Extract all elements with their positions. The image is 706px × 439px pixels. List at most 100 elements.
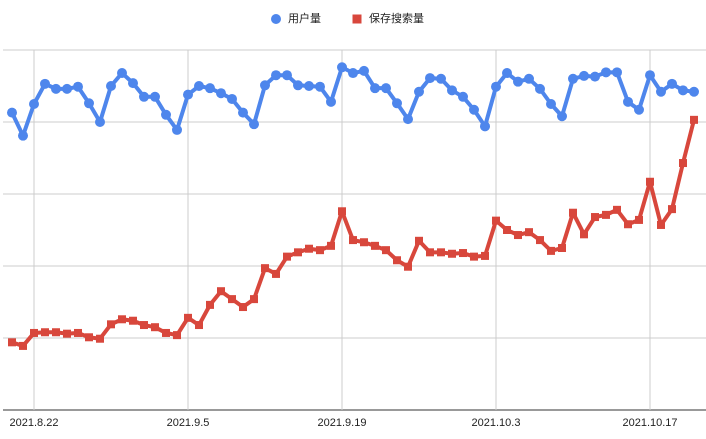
- legend-marker: [352, 14, 362, 24]
- point: [480, 121, 490, 132]
- point: [216, 88, 226, 99]
- point: [194, 81, 204, 91]
- point: [601, 67, 611, 78]
- point: [524, 73, 534, 84]
- point: [613, 205, 621, 214]
- legend-marker: [271, 14, 281, 24]
- point: [217, 287, 225, 296]
- point: [294, 248, 302, 257]
- point: [140, 321, 148, 330]
- point: [173, 331, 181, 340]
- point: [326, 96, 336, 107]
- point: [62, 83, 72, 94]
- point: [183, 89, 193, 100]
- point: [624, 220, 632, 229]
- point: [18, 130, 28, 141]
- point: [393, 256, 401, 265]
- point: [689, 86, 699, 97]
- point: [84, 98, 94, 109]
- point: [349, 236, 357, 245]
- point: [228, 295, 236, 304]
- point: [40, 78, 50, 89]
- point: [282, 70, 292, 81]
- point: [117, 68, 127, 79]
- point: [547, 246, 555, 255]
- point: [337, 62, 347, 73]
- point: [73, 81, 83, 92]
- point: [51, 83, 61, 94]
- point: [403, 114, 413, 125]
- point: [29, 99, 39, 109]
- point: [382, 246, 390, 255]
- point: [458, 91, 468, 102]
- point: [612, 67, 622, 78]
- point: [293, 80, 303, 91]
- point: [129, 316, 137, 325]
- point: [679, 159, 687, 168]
- point: [85, 333, 93, 342]
- point: [206, 300, 214, 309]
- point: [491, 81, 501, 92]
- point: [315, 81, 325, 92]
- point: [579, 70, 589, 81]
- point: [360, 238, 368, 247]
- point: [568, 73, 578, 84]
- point: [634, 104, 644, 115]
- point: [591, 213, 599, 222]
- point: [261, 264, 269, 273]
- point: [667, 78, 677, 89]
- point: [404, 262, 412, 271]
- point: [128, 78, 138, 89]
- point: [52, 328, 60, 337]
- point: [602, 210, 610, 219]
- point: [437, 248, 445, 257]
- point: [260, 80, 270, 91]
- point: [139, 91, 149, 102]
- x-tick-label: 2021.8.22: [10, 417, 59, 429]
- point: [668, 205, 676, 214]
- point: [580, 230, 588, 239]
- point: [238, 107, 248, 118]
- point: [459, 249, 467, 258]
- series-line: [11, 119, 696, 348]
- point: [7, 107, 17, 118]
- point: [118, 315, 126, 324]
- point: [646, 177, 654, 186]
- point: [425, 73, 435, 84]
- point: [272, 269, 280, 278]
- point: [502, 68, 512, 79]
- point: [150, 91, 160, 102]
- point: [172, 124, 182, 135]
- x-tick-label: 2021.9.5: [167, 417, 210, 429]
- point: [414, 86, 424, 97]
- point: [30, 328, 38, 337]
- point: [184, 313, 192, 322]
- point: [381, 83, 391, 94]
- point: [392, 98, 402, 109]
- point: [151, 323, 159, 332]
- point: [195, 321, 203, 330]
- point: [690, 115, 698, 124]
- point: [74, 328, 82, 337]
- point: [469, 104, 479, 115]
- point: [106, 81, 116, 91]
- x-tick-label: 2021.9.19: [318, 417, 367, 429]
- point: [558, 244, 566, 252]
- point: [371, 241, 379, 250]
- point: [623, 96, 633, 107]
- point: [436, 73, 446, 84]
- point: [95, 117, 105, 127]
- point: [656, 86, 666, 97]
- point: [162, 328, 170, 337]
- point: [271, 70, 281, 81]
- point: [161, 109, 171, 120]
- point: [63, 329, 71, 338]
- point: [415, 236, 423, 245]
- point: [426, 248, 434, 257]
- point: [514, 231, 522, 240]
- point: [447, 85, 457, 96]
- point: [546, 99, 556, 109]
- point: [8, 338, 16, 347]
- point: [590, 71, 600, 82]
